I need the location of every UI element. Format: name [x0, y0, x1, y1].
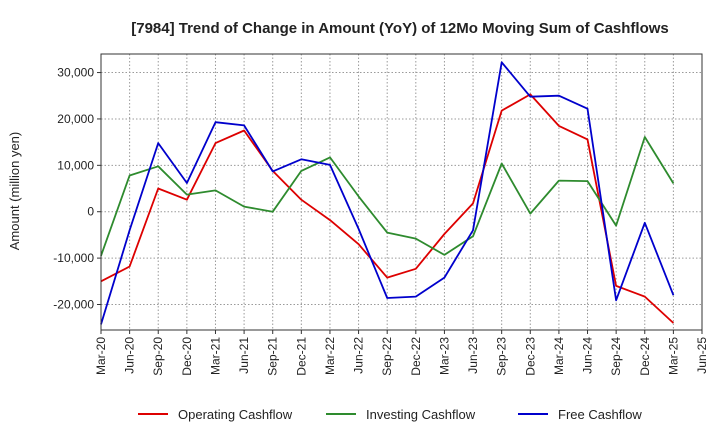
- x-tick-label: Jun-25: [695, 337, 709, 374]
- series-line-investing-cashflow: [100, 136, 675, 257]
- x-tick-label: Mar-21: [208, 337, 222, 375]
- x-tick-label: Sep-22: [380, 337, 394, 376]
- y-axis-label: Amount (million yen): [7, 132, 22, 251]
- x-tick-label: Mar-20: [94, 337, 108, 375]
- x-tick-label: Sep-21: [266, 337, 280, 376]
- x-tick-label: Jun-24: [581, 337, 595, 374]
- x-tick-label: Dec-23: [523, 337, 537, 376]
- legend: Operating Cashflow Investing Cashflow Free…: [138, 407, 642, 422]
- x-tick-label: Jun-23: [466, 337, 480, 374]
- y-axis-ticks: -20,000 -10,000 0 10,000 20,000 30,000: [53, 66, 101, 311]
- x-tick-label: Sep-24: [609, 337, 623, 376]
- series-lines: [100, 61, 675, 325]
- series-line-operating-cashflow: [100, 93, 675, 324]
- x-tick-label: Jun-20: [123, 337, 137, 374]
- y-tick-label: 20,000: [57, 112, 94, 126]
- x-tick-label: Sep-23: [495, 337, 509, 376]
- x-tick-label: Dec-20: [180, 337, 194, 376]
- legend-label-investing-cashflow: Investing Cashflow: [366, 407, 476, 422]
- chart-title: [7984] Trend of Change in Amount (YoY) o…: [131, 20, 669, 37]
- x-tick-label: Dec-22: [409, 337, 423, 376]
- x-tick-label: Mar-22: [323, 337, 337, 375]
- x-tick-label: Mar-24: [552, 337, 566, 375]
- legend-label-operating-cashflow: Operating Cashflow: [178, 407, 293, 422]
- x-tick-label: Dec-24: [638, 337, 652, 376]
- x-tick-label: Jun-21: [237, 337, 251, 374]
- x-tick-label: Mar-23: [437, 337, 451, 375]
- y-tick-label: 0: [87, 205, 94, 219]
- plot-area-frame: [100, 53, 703, 331]
- y-tick-label: 10,000: [57, 158, 94, 172]
- legend-label-free-cashflow: Free Cashflow: [558, 407, 642, 422]
- x-tick-label: Dec-21: [294, 337, 308, 376]
- x-tick-label: Mar-25: [666, 337, 680, 375]
- x-tick-label: Sep-20: [151, 337, 165, 376]
- y-tick-label: -10,000: [53, 251, 94, 265]
- y-tick-label: 30,000: [57, 66, 94, 80]
- y-tick-label: -20,000: [53, 297, 94, 311]
- x-axis-ticks: Mar-20 Jun-20 Sep-20 Dec-20 Mar-21 Jun-21 Sep-…: [94, 330, 709, 376]
- series-line-free-cashflow: [100, 61, 675, 325]
- x-tick-label: Jun-22: [352, 337, 366, 374]
